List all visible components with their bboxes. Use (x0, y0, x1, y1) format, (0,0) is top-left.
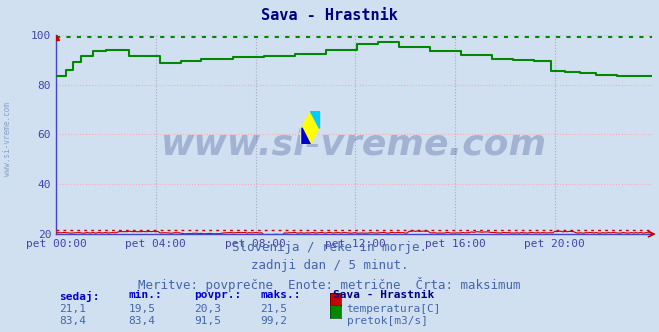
Text: 19,5: 19,5 (129, 304, 156, 314)
Text: 21,1: 21,1 (59, 304, 86, 314)
Text: min.:: min.: (129, 290, 162, 300)
Text: zadnji dan / 5 minut.: zadnji dan / 5 minut. (251, 259, 408, 272)
Text: www.si-vreme.com: www.si-vreme.com (161, 127, 547, 161)
Text: Sava - Hrastnik: Sava - Hrastnik (261, 8, 398, 23)
Text: sedaj:: sedaj: (59, 290, 100, 301)
Polygon shape (302, 128, 310, 144)
Text: 99,2: 99,2 (260, 316, 287, 326)
Text: pretok[m3/s]: pretok[m3/s] (347, 316, 428, 326)
Text: temperatura[C]: temperatura[C] (347, 304, 441, 314)
Text: 83,4: 83,4 (129, 316, 156, 326)
Text: 91,5: 91,5 (194, 316, 221, 326)
Text: Meritve: povprečne  Enote: metrične  Črta: maksimum: Meritve: povprečne Enote: metrične Črta:… (138, 277, 521, 292)
Text: maks.:: maks.: (260, 290, 301, 300)
Text: 21,5: 21,5 (260, 304, 287, 314)
Text: povpr.:: povpr.: (194, 290, 242, 300)
Text: Slovenija / reke in morje.: Slovenija / reke in morje. (232, 241, 427, 254)
Text: Sava - Hrastnik: Sava - Hrastnik (333, 290, 434, 300)
Text: www.si-vreme.com: www.si-vreme.com (3, 103, 13, 176)
Text: 20,3: 20,3 (194, 304, 221, 314)
Polygon shape (302, 111, 319, 144)
Text: 83,4: 83,4 (59, 316, 86, 326)
Polygon shape (310, 111, 319, 128)
